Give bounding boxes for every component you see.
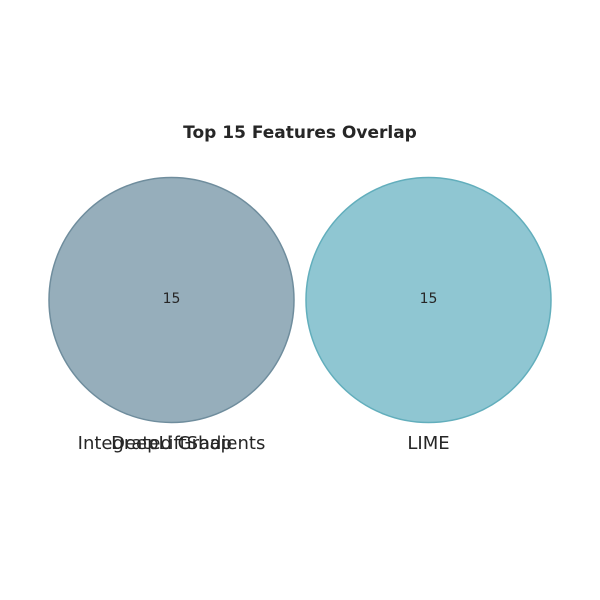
venn-circle-right <box>305 176 552 424</box>
chart-title: Top 15 Features Overlap <box>183 123 417 143</box>
set-label-integrated-gradients: Integrated Gradients <box>78 433 266 454</box>
set-label-deepliftshap: DeepLiftShap <box>111 433 232 454</box>
venn-count-left: 15 <box>163 291 181 307</box>
set-label-lime: LIME <box>407 433 449 454</box>
venn-circle-left <box>48 176 295 424</box>
venn-count-right: 15 <box>420 291 438 307</box>
